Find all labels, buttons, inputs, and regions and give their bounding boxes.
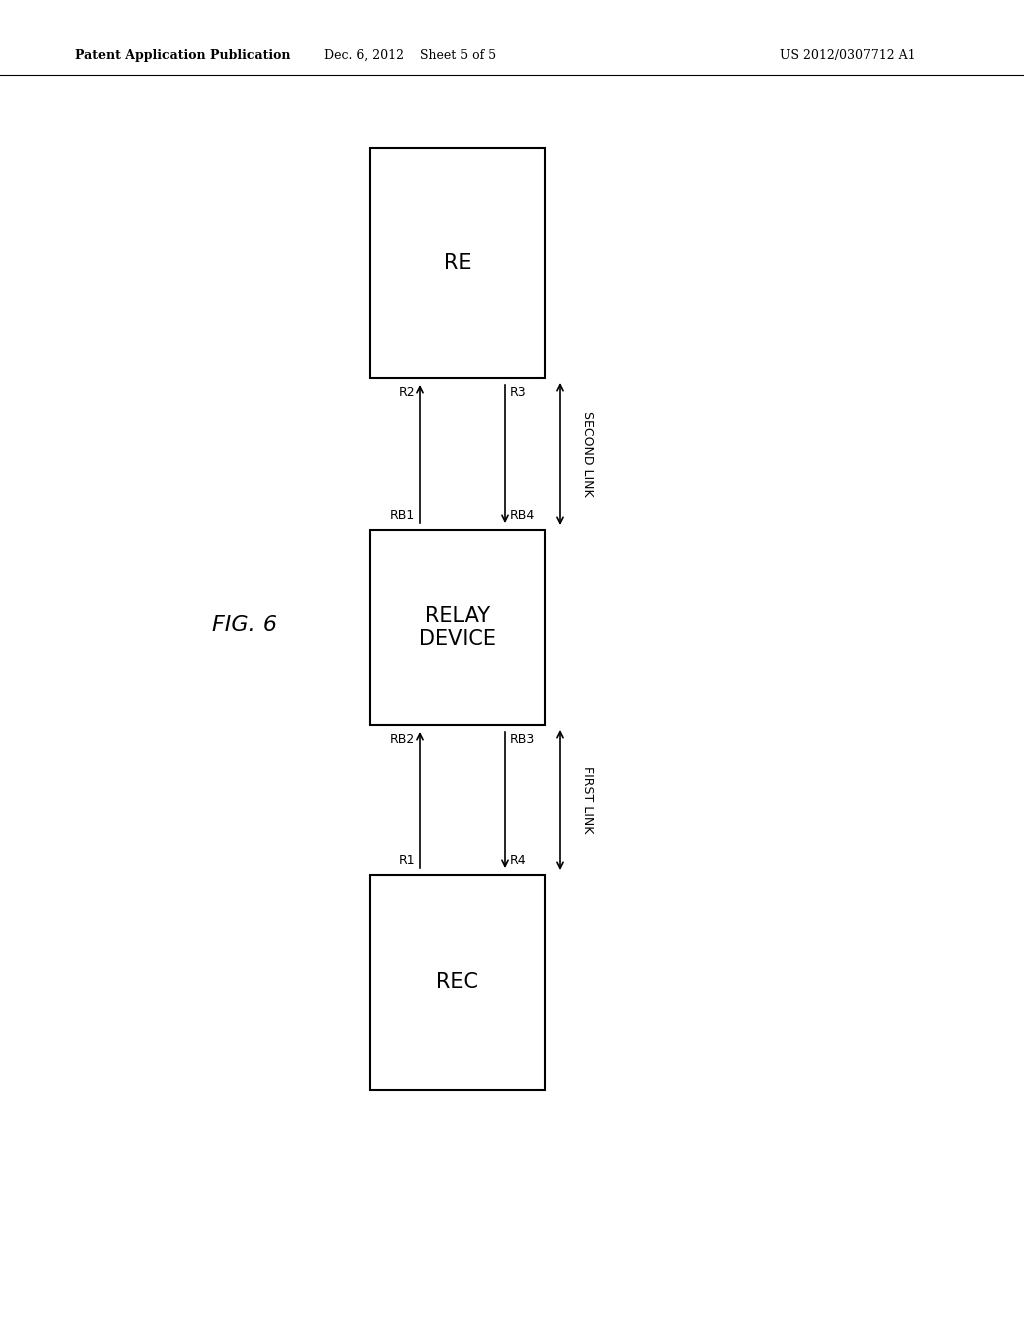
Bar (370, 531, 545, 725)
Text: SECOND LINK: SECOND LINK (582, 412, 595, 496)
Text: US 2012/0307712 A1: US 2012/0307712 A1 (780, 49, 915, 62)
Text: RB3: RB3 (510, 733, 536, 746)
Text: RE: RE (443, 253, 471, 273)
Bar (370, 148, 545, 378)
Text: FIRST LINK: FIRST LINK (582, 767, 595, 834)
Text: Dec. 6, 2012    Sheet 5 of 5: Dec. 6, 2012 Sheet 5 of 5 (324, 49, 496, 62)
Text: FIG. 6: FIG. 6 (213, 615, 278, 635)
Text: RB1: RB1 (390, 510, 415, 521)
Text: R1: R1 (398, 854, 415, 867)
Text: RB2: RB2 (390, 733, 415, 746)
Text: Patent Application Publication: Patent Application Publication (75, 49, 291, 62)
Text: R3: R3 (510, 385, 526, 399)
Text: RB4: RB4 (510, 510, 536, 521)
Text: R4: R4 (510, 854, 526, 867)
Bar (370, 875, 545, 1090)
Text: RELAY
DEVICE: RELAY DEVICE (419, 606, 496, 649)
Text: REC: REC (436, 973, 478, 993)
Text: R2: R2 (398, 385, 415, 399)
